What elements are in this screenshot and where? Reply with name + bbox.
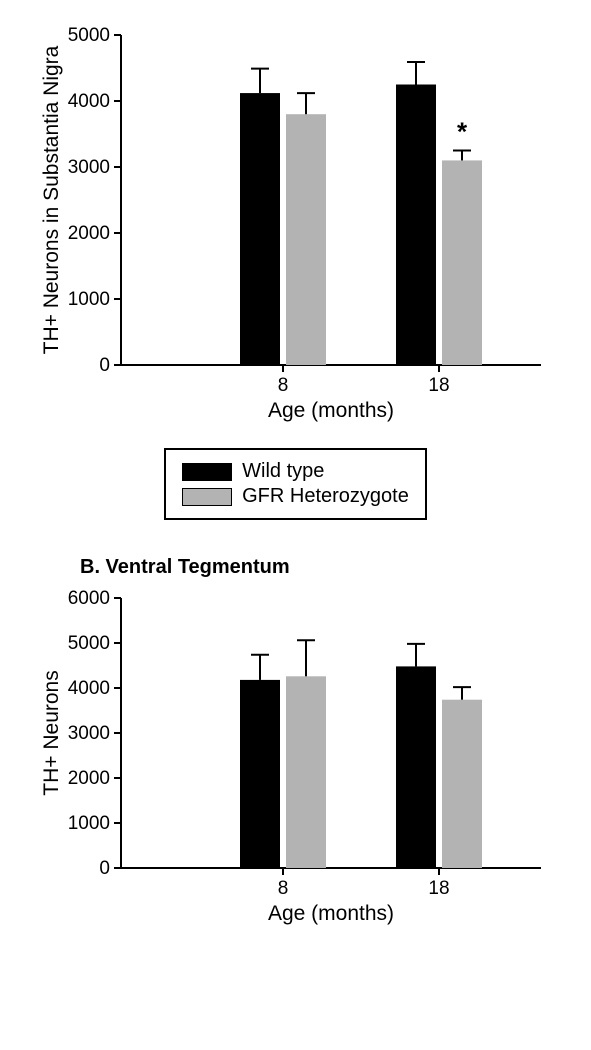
chart-b: 0 1000 2000 3000 4000 5000 6000 TH+ Neurons Age … [36, 583, 556, 933]
svg-text:5000: 5000 [67, 25, 109, 46]
legend-item-heterozygote: GFR Heterozygote [182, 485, 409, 508]
figure-container: 010002000300040005000TH+ Neurons in Subs… [20, 20, 571, 933]
chart-a-svg: 0 1000 2000 3000 4000 5000TH+ Neurons in Subs… [36, 20, 556, 430]
chart-b-svg: 0 1000 2000 3000 4000 5000 6000 TH+ Neurons Age … [36, 583, 556, 933]
chart-b-title: B. Ventral Tegmentum [80, 556, 290, 579]
svg-text:5000: 5000 [67, 633, 109, 654]
svg-text:2000: 2000 [67, 223, 109, 244]
svg-text:18: 18 [428, 375, 449, 396]
svg-text:3000: 3000 [67, 723, 109, 744]
svg-text:6000: 6000 [67, 588, 109, 609]
legend-swatch-wild-type [182, 463, 232, 481]
svg-text:18: 18 [428, 878, 449, 899]
svg-text:2000: 2000 [67, 768, 109, 789]
svg-text:8: 8 [277, 878, 288, 899]
svg-text:1000: 1000 [67, 813, 109, 834]
legend-item-wild-type: Wild type [182, 460, 409, 483]
legend: Wild type GFR Heterozygote [164, 448, 427, 520]
svg-text:0: 0 [99, 355, 110, 376]
chart-a: 0 1000 2000 3000 4000 5000TH+ Neurons in Subs… [36, 20, 556, 430]
svg-text:4000: 4000 [67, 91, 109, 112]
svg-text:*: * [456, 117, 467, 147]
svg-text:Age (months): Age (months) [267, 399, 393, 422]
svg-text:3000: 3000 [67, 157, 109, 178]
svg-text:1000: 1000 [67, 289, 109, 310]
svg-text:TH+ Neurons: TH+ Neurons [40, 670, 63, 795]
svg-text:8: 8 [277, 375, 288, 396]
legend-label-wild-type: Wild type [242, 460, 324, 483]
svg-text:TH+ Neurons in Substantia Nigr: TH+ Neurons in Substantia Nigra [40, 45, 63, 354]
svg-text:0: 0 [99, 858, 110, 879]
svg-text:4000: 4000 [67, 678, 109, 699]
legend-label-heterozygote: GFR Heterozygote [242, 485, 409, 508]
svg-text:Age (months): Age (months) [267, 902, 393, 925]
legend-swatch-heterozygote [182, 488, 232, 506]
